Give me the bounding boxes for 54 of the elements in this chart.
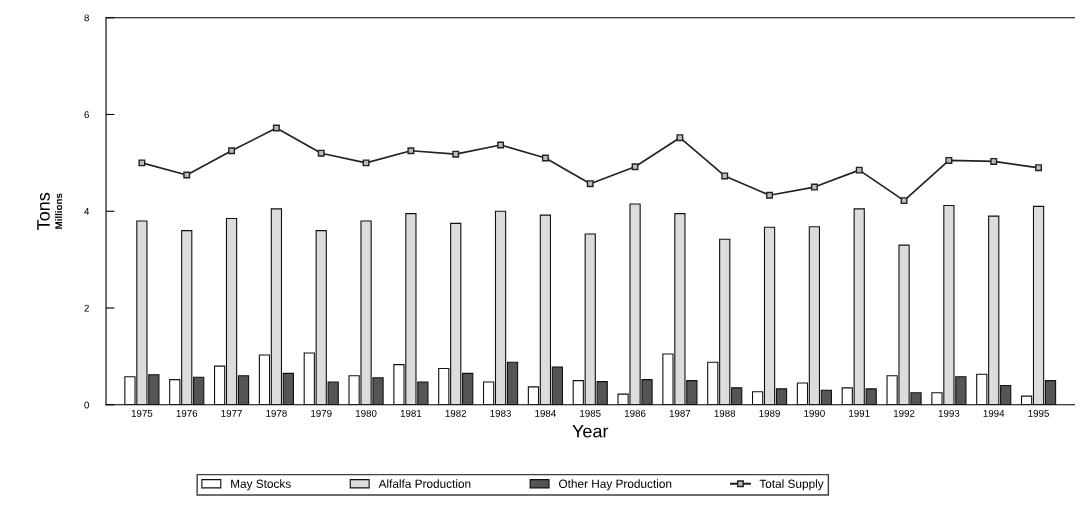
point (586, 180, 594, 188)
point (810, 183, 818, 191)
point (317, 149, 325, 157)
point (945, 156, 953, 164)
y-tick-label: 8 (84, 14, 89, 22)
point (138, 159, 146, 167)
x-tick-label: 1978 (266, 409, 287, 417)
x-tick-label: 1984 (535, 409, 556, 417)
point (272, 124, 280, 132)
x-tick-label: 1995 (1028, 409, 1049, 417)
x-tick-label: 1987 (669, 409, 691, 417)
y-tick-label: 6 (84, 111, 89, 119)
point (497, 141, 505, 149)
point (228, 147, 236, 155)
point (855, 166, 863, 174)
point (541, 154, 549, 162)
x-tick-label: 1979 (311, 409, 332, 417)
legend-label: Alfalfa Production (378, 479, 471, 488)
y-axis-title: Tons (37, 192, 50, 230)
point (362, 159, 370, 167)
x-tick-label: 1986 (624, 409, 646, 417)
x-tick-label: 1991 (849, 409, 870, 417)
legend-label: May Stocks (231, 479, 291, 491)
point (766, 191, 774, 199)
x-tick-label: 1975 (131, 409, 153, 417)
point (1035, 164, 1043, 172)
point (407, 147, 415, 155)
x-tick-label: 1982 (445, 409, 467, 417)
x-tick-label: 1992 (893, 409, 915, 417)
point (452, 150, 460, 158)
text: Millions (55, 193, 63, 229)
x-axis-title: Year (572, 424, 609, 438)
x-tick-label: 1988 (714, 409, 736, 417)
x-tick-label: 1980 (356, 409, 377, 417)
y-tick-label: 0 (84, 401, 89, 409)
legend-label: Total Supply (759, 479, 824, 491)
x-tick-label: 1994 (983, 409, 1005, 417)
x-tick-label: 1989 (759, 409, 780, 417)
x-tick-label: 1981 (400, 409, 422, 417)
point (990, 157, 998, 165)
y-tick-label: 2 (84, 304, 89, 312)
point (183, 171, 191, 179)
point (900, 197, 908, 205)
legend-label: Other Hay Production (559, 479, 672, 491)
point (631, 163, 639, 171)
x-tick-label: 1985 (580, 409, 601, 417)
y-tick-label: 4 (84, 208, 90, 215)
x-tick-label: 1983 (490, 409, 511, 417)
x-tick-label: 1990 (804, 409, 825, 417)
point (721, 172, 729, 180)
point (676, 134, 684, 142)
x-tick-label: 1977 (221, 409, 242, 417)
x-tick-label: 1993 (938, 409, 960, 417)
x-tick-label: 1976 (176, 409, 198, 417)
